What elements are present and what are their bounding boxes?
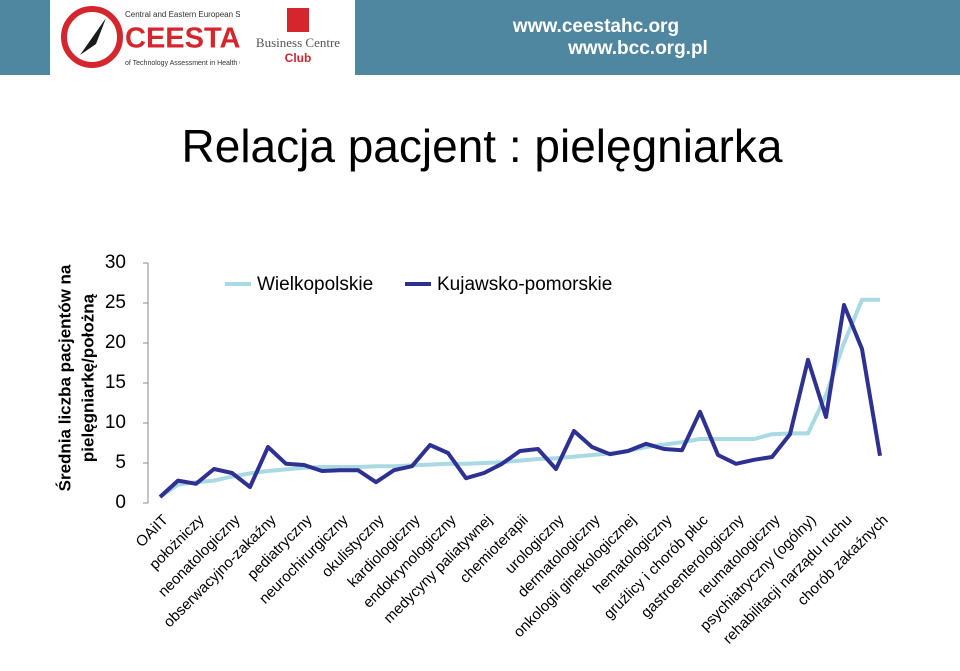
y-axis-label: pielęgniarkę/położną — [78, 293, 97, 462]
club-name: Business Centre — [256, 35, 340, 50]
y-tick-label: 15 — [105, 372, 126, 393]
url: www.ceestahc.org — [512, 16, 679, 37]
url: www.bcc.org.pl — [567, 38, 708, 59]
logo-ring — [61, 6, 123, 68]
data-line — [158, 297, 880, 499]
legend-label: Kujawsko-pomorskie — [437, 274, 612, 295]
logo-society: Central and Eastern European Society — [125, 10, 262, 19]
legend-label: Wielkopolskie — [257, 274, 373, 295]
logo-society: of Technology Assessment in Health Care — [125, 60, 255, 67]
data-line — [158, 303, 882, 499]
club-name: Club — [285, 51, 312, 65]
logo-needle — [80, 18, 106, 55]
y-tick-label: 25 — [105, 292, 126, 313]
y-tick-label: 0 — [115, 492, 126, 513]
club-icon — [287, 8, 309, 32]
y-tick-label: 10 — [105, 412, 126, 433]
y-tick-label: 20 — [105, 332, 126, 353]
y-tick-label: 30 — [105, 252, 126, 273]
chart-title: Relacja pacjent : pielęgniarka — [182, 120, 783, 172]
y-tick-label: 5 — [115, 452, 126, 473]
y-axis-label: Średnia liczba pacjentów na — [55, 264, 74, 491]
